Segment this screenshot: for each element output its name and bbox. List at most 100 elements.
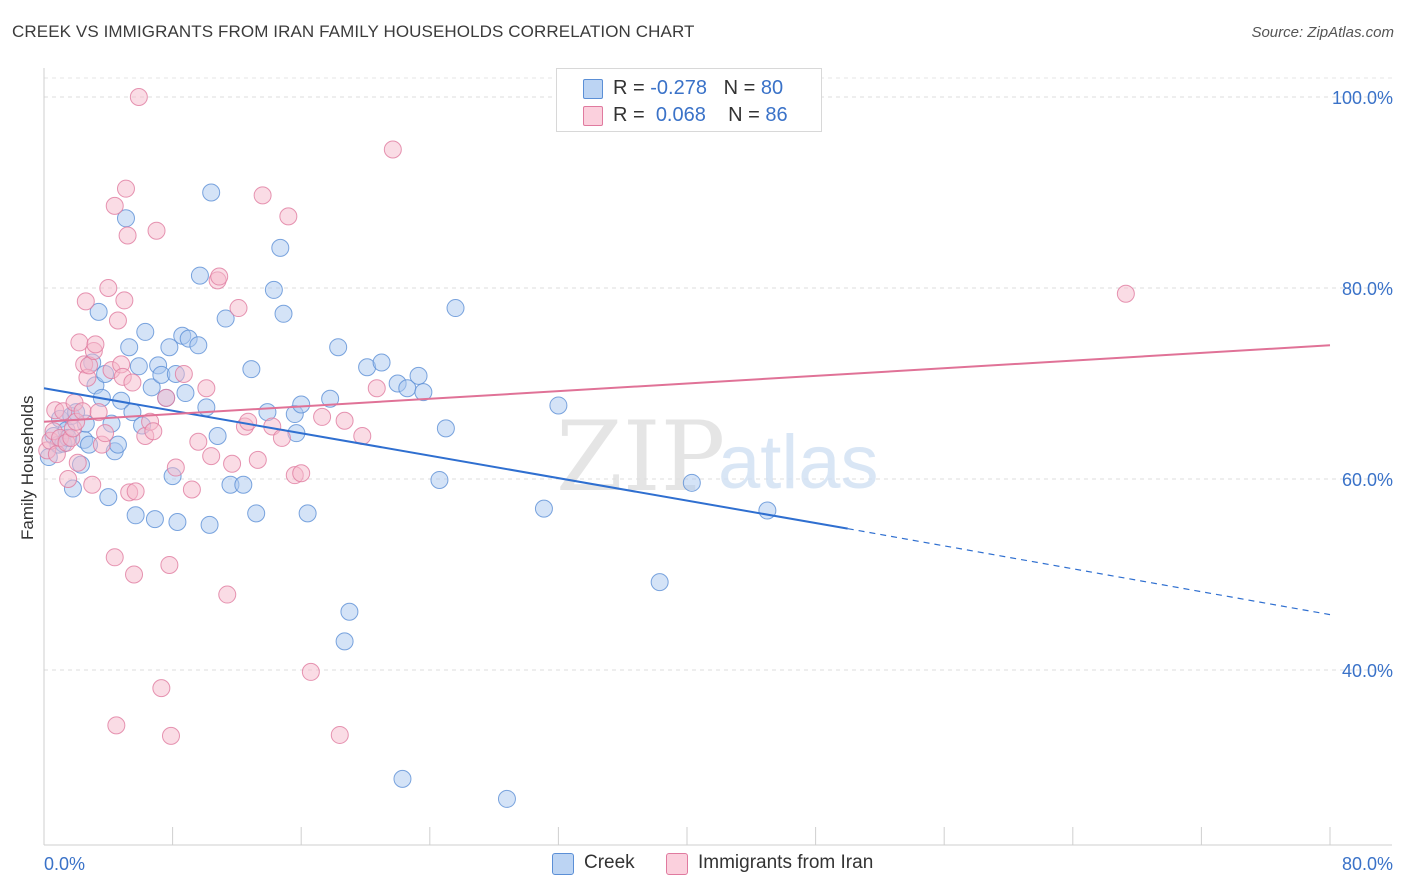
trend-lines bbox=[43, 344, 1331, 616]
trend-line-creek bbox=[43, 387, 848, 530]
point-iran bbox=[223, 454, 242, 473]
legend-n-label: N = bbox=[723, 77, 756, 99]
point-creek bbox=[202, 183, 221, 202]
point-iran bbox=[210, 267, 229, 286]
point-iran bbox=[115, 291, 134, 310]
point-creek bbox=[393, 769, 412, 788]
point-creek bbox=[414, 383, 433, 402]
legend-r-label: R = bbox=[613, 104, 645, 126]
point-iran bbox=[147, 221, 166, 240]
bottom-legend-swatch-creek bbox=[552, 853, 574, 875]
point-creek bbox=[136, 322, 155, 341]
point-creek bbox=[682, 473, 701, 492]
point-creek bbox=[189, 336, 208, 355]
point-iran bbox=[105, 548, 124, 567]
point-creek bbox=[216, 309, 235, 328]
bottom-legend-label-creek: Creek bbox=[584, 852, 635, 873]
y-tick-label: 100.0% bbox=[1332, 88, 1393, 108]
y-tick-label: 80.0% bbox=[1342, 279, 1393, 299]
point-creek bbox=[126, 506, 145, 525]
legend-r-value-creek: -0.278 bbox=[650, 77, 707, 99]
point-creek bbox=[271, 238, 290, 257]
point-creek bbox=[145, 510, 164, 529]
point-iran bbox=[89, 403, 108, 422]
point-creek bbox=[436, 419, 455, 438]
point-creek bbox=[534, 499, 553, 518]
point-iran bbox=[218, 585, 237, 604]
tick-labels: 40.0% 60.0% 80.0% 100.0% 0.0% 80.0% bbox=[44, 88, 1393, 874]
point-iran bbox=[1116, 284, 1135, 303]
x-tick-label: 80.0% bbox=[1342, 854, 1393, 874]
point-creek bbox=[298, 504, 317, 523]
point-creek bbox=[340, 602, 359, 621]
point-iran bbox=[229, 299, 248, 318]
point-creek bbox=[650, 573, 669, 592]
point-iran bbox=[202, 447, 221, 466]
point-creek bbox=[120, 338, 139, 357]
point-iran bbox=[116, 179, 135, 198]
point-creek bbox=[234, 475, 253, 494]
watermark-zip: ZIP bbox=[556, 401, 725, 513]
point-iran bbox=[197, 379, 216, 398]
point-iran bbox=[125, 565, 144, 584]
legend-swatch-creek bbox=[583, 79, 603, 99]
point-creek bbox=[129, 357, 148, 376]
legend-n-value-iran: 86 bbox=[765, 104, 788, 126]
legend-r-value-iran: 0.068 bbox=[655, 104, 706, 126]
stats-legend: R = -0.278 N = 80 R = 0.068 N = 86 bbox=[556, 68, 822, 132]
point-iran bbox=[126, 482, 145, 501]
legend-r-label: R = bbox=[613, 77, 645, 99]
chart-title: CREEK VS IMMIGRANTS FROM IRAN FAMILY HOU… bbox=[12, 22, 695, 41]
point-creek bbox=[292, 395, 311, 414]
point-iran bbox=[108, 311, 127, 330]
point-iran bbox=[99, 279, 118, 297]
watermark: ZIP atlas bbox=[556, 401, 879, 513]
point-iran bbox=[239, 412, 258, 431]
point-creek bbox=[274, 304, 293, 323]
x-tick-label: 0.0% bbox=[44, 854, 85, 874]
watermark-atlas: atlas bbox=[718, 420, 879, 505]
point-iran bbox=[248, 450, 267, 469]
point-creek bbox=[409, 366, 428, 385]
point-creek bbox=[200, 515, 219, 534]
legend-n-value-creek: 80 bbox=[760, 77, 784, 99]
y-tick-label: 40.0% bbox=[1342, 661, 1393, 681]
point-iran bbox=[129, 88, 148, 106]
point-iran bbox=[152, 679, 171, 698]
point-iran bbox=[166, 458, 185, 477]
point-iran bbox=[107, 716, 126, 735]
point-creek bbox=[168, 512, 187, 531]
point-creek bbox=[247, 504, 266, 523]
point-iran bbox=[253, 186, 272, 205]
bottom-legend-swatch-iran bbox=[666, 853, 688, 875]
legend-swatch-iran bbox=[583, 106, 603, 126]
point-creek bbox=[190, 266, 209, 285]
point-iran bbox=[279, 207, 298, 226]
point-iran bbox=[76, 292, 95, 311]
point-creek bbox=[89, 302, 108, 321]
point-iran bbox=[189, 432, 208, 451]
point-iran bbox=[86, 335, 105, 354]
y-axis-label: Family Households bbox=[18, 395, 37, 540]
bottom-legend-label-iran: Immigrants from Iran bbox=[698, 852, 874, 873]
point-creek bbox=[99, 488, 118, 507]
point-iran bbox=[68, 453, 87, 472]
point-iran bbox=[272, 428, 291, 447]
point-iran bbox=[105, 196, 124, 215]
point-creek bbox=[372, 353, 391, 372]
point-iran bbox=[383, 140, 402, 159]
point-iran bbox=[160, 555, 179, 574]
point-iran bbox=[118, 226, 137, 245]
point-creek bbox=[242, 360, 261, 379]
point-creek bbox=[329, 338, 348, 357]
point-iran bbox=[157, 388, 176, 407]
legend-n-label: N = bbox=[728, 104, 760, 126]
point-iran bbox=[330, 725, 349, 744]
source-label: Source: ZipAtlas.com bbox=[1251, 24, 1394, 41]
point-creek bbox=[549, 396, 568, 415]
point-iran bbox=[59, 470, 78, 488]
point-creek bbox=[160, 338, 179, 357]
point-iran bbox=[313, 407, 332, 426]
point-iran bbox=[292, 464, 311, 483]
